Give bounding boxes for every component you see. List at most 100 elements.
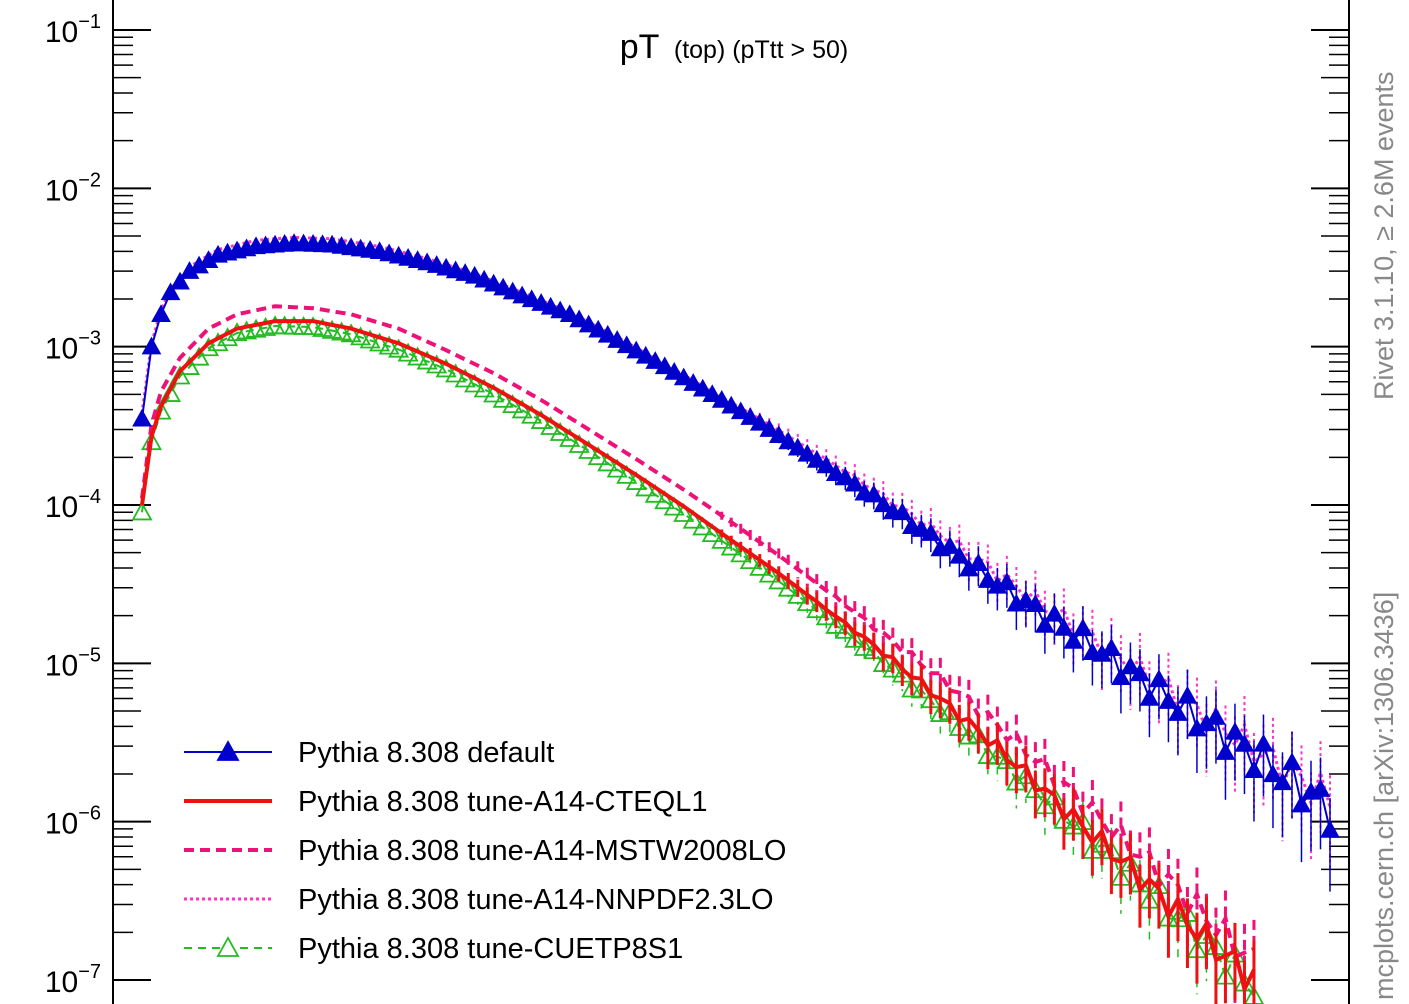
- data-point-marker: [749, 412, 770, 431]
- series-1: [140, 319, 1256, 1004]
- data-point-marker: [1263, 764, 1283, 783]
- data-point-marker: [416, 350, 438, 370]
- data-point-marker: [873, 494, 894, 513]
- data-point-marker: [835, 467, 856, 486]
- data-point-marker: [1225, 721, 1245, 740]
- legend-entry: Pythia 8.308 default: [184, 737, 554, 769]
- series-line: [141, 324, 1255, 998]
- data-point-marker: [1101, 638, 1122, 656]
- data-point-marker: [388, 338, 410, 358]
- data-point-marker: [616, 335, 637, 354]
- data-point-marker: [863, 484, 884, 503]
- data-point-marker: [872, 652, 894, 672]
- data-point-marker: [663, 496, 685, 516]
- data-point-marker: [1291, 794, 1312, 813]
- data-point-marker: [483, 383, 505, 403]
- data-point-marker: [939, 536, 960, 554]
- data-point-marker: [797, 443, 818, 462]
- data-point-marker: [597, 452, 619, 472]
- y-tick-label: 10−6: [45, 803, 101, 841]
- data-point-marker: [844, 628, 866, 648]
- chart-title: pT (top) (pTtt > 50): [620, 28, 849, 66]
- data-point-marker: [1139, 688, 1160, 706]
- data-point-marker: [701, 523, 723, 543]
- rivet-version-label: Rivet 3.1.10, ≥ 2.6M events: [1369, 72, 1399, 400]
- legend-label: Pythia 8.308 tune-A14-MSTW2008LO: [298, 835, 786, 867]
- chart-title-main: pT: [620, 28, 660, 66]
- data-point-marker: [141, 336, 162, 355]
- data-point-marker: [1158, 691, 1179, 709]
- data-point-marker: [654, 356, 675, 375]
- data-point-marker: [626, 340, 647, 359]
- data-point-marker: [892, 502, 913, 521]
- y-tick-label: 10−7: [45, 961, 101, 999]
- data-point-marker: [1025, 594, 1046, 612]
- data-point-marker: [635, 345, 656, 364]
- data-point-marker: [435, 358, 457, 378]
- data-point-marker: [502, 394, 524, 414]
- data-point-marker: [1320, 819, 1340, 838]
- data-point-marker: [587, 446, 609, 466]
- data-point-marker: [1111, 667, 1131, 686]
- data-point-marker: [340, 323, 362, 343]
- data-point-marker: [1035, 615, 1055, 633]
- legend-label: Pythia 8.308 default: [298, 737, 554, 769]
- data-point-marker: [758, 563, 780, 583]
- data-point-marker: [151, 304, 171, 323]
- data-point-marker: [359, 329, 381, 349]
- series-line: [140, 304, 1255, 960]
- data-point-marker: [768, 570, 790, 590]
- data-point-marker: [787, 584, 809, 604]
- data-point-marker: [473, 378, 495, 398]
- data-point-marker: [578, 314, 599, 333]
- data-point-marker: [711, 529, 733, 549]
- data-point-marker: [749, 556, 771, 576]
- data-point-marker: [920, 523, 941, 541]
- data-point-marker: [321, 319, 343, 339]
- data-point-marker: [683, 373, 704, 391]
- data-point-marker: [644, 483, 666, 503]
- data-point-marker: [511, 399, 533, 419]
- data-point-marker: [350, 326, 372, 346]
- data-point-marker: [949, 545, 970, 564]
- data-point-marker: [378, 335, 400, 355]
- data-point-marker: [673, 502, 695, 522]
- data-point-marker: [692, 516, 714, 536]
- data-point-marker: [759, 419, 780, 437]
- data-point-marker: [616, 464, 638, 484]
- data-point-marker: [331, 321, 353, 341]
- data-point-marker: [768, 425, 789, 444]
- data-point-marker: [397, 342, 419, 362]
- data-point-marker: [1272, 772, 1293, 791]
- data-point-marker: [654, 490, 676, 510]
- data-point-marker: [1177, 685, 1198, 704]
- data-point-marker: [1149, 669, 1169, 688]
- data-point-marker: [816, 455, 837, 474]
- legend-entry: Pythia 8.308 tune-CUETP8S1: [184, 933, 683, 965]
- data-point-marker: [730, 401, 751, 420]
- data-point-marker: [1234, 734, 1255, 752]
- data-point-marker: [407, 346, 429, 366]
- legend: Pythia 8.308 default Pythia 8.308 tune-A1…: [184, 737, 786, 965]
- y-tick-label: 10−2: [45, 169, 101, 207]
- data-point-marker: [1253, 733, 1274, 752]
- data-point-marker: [673, 367, 694, 386]
- data-point-marker: [978, 570, 998, 588]
- data-point-marker: [464, 373, 486, 393]
- data-point-marker: [778, 431, 799, 450]
- data-point-marker: [160, 282, 181, 301]
- data-point-marker: [692, 378, 713, 397]
- data-point-marker: [682, 509, 704, 529]
- data-point-marker: [597, 324, 618, 343]
- data-point-marker: [730, 543, 752, 563]
- data-point-marker: [664, 361, 685, 380]
- data-point-marker: [1044, 603, 1065, 622]
- data-point-marker: [777, 577, 799, 597]
- data-point-marker: [721, 395, 742, 414]
- series-0: [132, 233, 1340, 892]
- legend-label: Pythia 8.308 tune-CUETP8S1: [298, 933, 683, 965]
- data-point-marker: [645, 351, 666, 369]
- legend-label: Pythia 8.308 tune-A14-CTEQL1: [298, 786, 707, 818]
- mcplots-reference-label: mcplots.cern.ch [arXiv:1306.3436]: [1369, 592, 1399, 1000]
